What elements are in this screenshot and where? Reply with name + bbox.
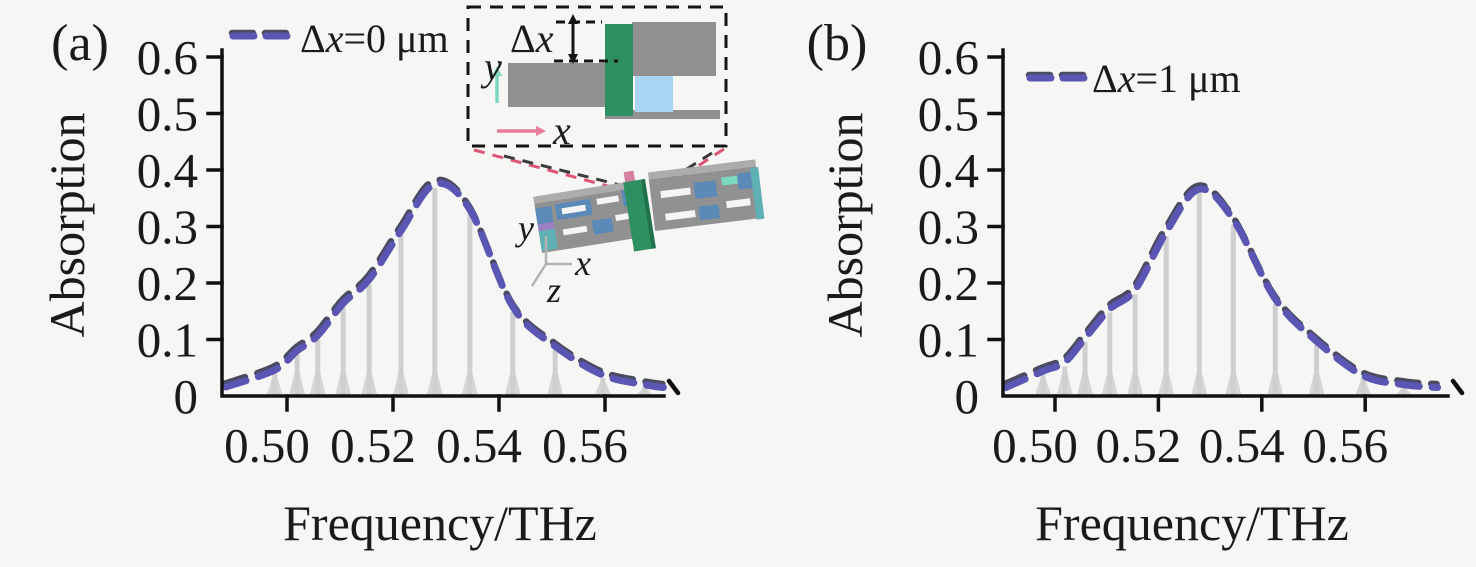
slot-antenna (561, 204, 587, 215)
slot-antenna (660, 187, 691, 199)
left-slab-end-purple-layer (537, 221, 555, 232)
inset-lightblue-block (635, 76, 673, 112)
delta-x-arrowhead-up (568, 14, 578, 24)
zoom-connector-right-black (659, 151, 713, 188)
x-axis-title: Frequency/THz (283, 495, 597, 551)
x-tick-label: 0.56 (542, 418, 628, 473)
comb-spikes (266, 188, 653, 395)
slot-antenna (726, 198, 751, 209)
slot-antenna (562, 225, 588, 236)
panel-a: 0.50 0.52 0.54 0.56 00.10.20.30.40.50.6 Frequ… (39, 15, 681, 551)
axis-end-mark (666, 378, 681, 396)
left-slab-top-face (533, 180, 636, 204)
legend-text: Δx=1 μm (1092, 56, 1241, 101)
inset-bottom-bar (605, 110, 720, 119)
y-tick-label: 0.2 (137, 256, 198, 311)
y-tick-label: 0.2 (918, 256, 979, 311)
device-axes-lines (530, 236, 572, 287)
y-tick-label: 0.5 (918, 87, 979, 142)
y-axis-title: Absorption (39, 113, 95, 338)
graphene-patch (698, 204, 721, 221)
y-tick-label: 0.1 (137, 313, 198, 368)
y-tick-label: 0.6 (137, 30, 198, 85)
inset-y-axis-label: y (480, 44, 502, 89)
graphene-patch (591, 217, 614, 235)
x-tick-label: 0.54 (1199, 418, 1285, 473)
chart-layer: 0.50 0.52 0.54 0.5600.10.20.30.40.50.6Frequ… (39, 15, 1465, 551)
legend: Δx=1 μm (1025, 56, 1241, 101)
legend: Δx=0 μm (228, 16, 449, 61)
y-tick-label: 0.4 (918, 143, 979, 198)
y-tick-label: 0 (174, 369, 199, 424)
inset-y-arrowhead (492, 66, 502, 76)
x-tick-label: 0.50 (224, 418, 310, 473)
y-tick-label: 0.6 (918, 30, 979, 85)
left-slab-end-blue-layer (535, 206, 554, 225)
axes (220, 48, 666, 398)
delta-x-arrowhead-down (568, 54, 578, 64)
axis-end-mark (1450, 378, 1465, 396)
x-tick-label: 0.56 (1302, 418, 1388, 473)
x-tick-label: 0.52 (330, 418, 416, 473)
inset-x-axis-label: x (552, 108, 571, 153)
right-slab-end-cap (750, 167, 765, 220)
axes (1001, 48, 1450, 398)
junction-green-edge (640, 178, 656, 249)
slot-antenna (596, 195, 620, 205)
inset-zoom-box: Δx y x (466, 5, 728, 153)
y-tick-label: 0.5 (137, 87, 198, 142)
inset-left-bar (508, 63, 606, 107)
device-axes: y x z (515, 208, 591, 310)
device-right-slab (647, 159, 765, 232)
panel-b: 0.50 0.52 0.54 0.56 00.10.20.30.40.50.6 Frequ… (807, 15, 1465, 551)
graphene-patch (736, 171, 753, 190)
inset-x-arrowhead (536, 126, 546, 136)
device-z-axis-label: z (546, 270, 561, 310)
panel-label: (a) (51, 15, 109, 72)
device-schematic: y x z Δx (466, 5, 765, 310)
left-slab-end-teal-layer (538, 228, 558, 252)
device-3d: y x z (515, 159, 765, 310)
x-tick-label: 0.52 (1096, 418, 1182, 473)
device-y-axis-label: y (515, 208, 534, 248)
x-tick-label: 0.50 (992, 418, 1078, 473)
inset-top-right-bar (632, 22, 716, 76)
x-tick-label: 0.54 (436, 418, 522, 473)
device-x-axis-label: x (574, 243, 591, 283)
junction-top-sliver (623, 170, 636, 185)
graphene-patch (693, 180, 718, 199)
delta-x-label: Δx (510, 16, 554, 61)
device-junction (623, 170, 656, 252)
y-tick-label: 0.3 (137, 200, 198, 255)
x-axis-title: Frequency/THz (1035, 495, 1349, 551)
right-slab-top-face (647, 159, 757, 180)
slot-antenna (665, 210, 696, 221)
zoom-connector-left-red (473, 148, 631, 194)
envelope-curve (1002, 185, 1442, 391)
panel-label: (b) (807, 15, 868, 72)
inset-green-bar (605, 24, 633, 116)
y-axis-title: Absorption (817, 113, 873, 338)
envelope-curve (222, 179, 667, 391)
y-tick-label: 0.4 (137, 143, 198, 198)
legend-text: Δx=0 μm (300, 16, 449, 61)
y-tick-label: 0 (955, 369, 980, 424)
y-tick-label: 0.1 (918, 313, 979, 368)
comb-spikes (1035, 193, 1412, 395)
y-tick-label: 0.3 (918, 200, 979, 255)
